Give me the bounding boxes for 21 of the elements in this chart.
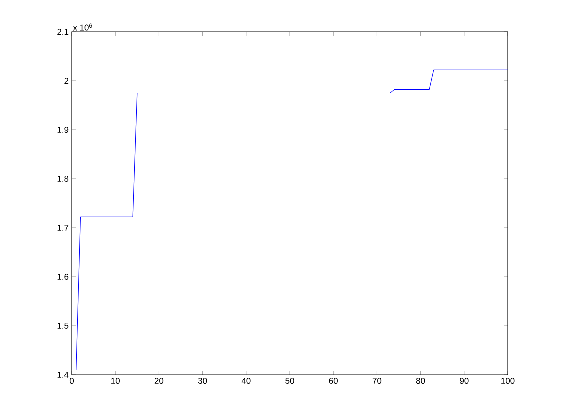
x-tick-label: 30 — [198, 378, 208, 384]
x-tick-label: 50 — [286, 378, 294, 384]
y-tick-label: 1.5 — [58, 323, 69, 329]
y-tick-label: 2.1 — [58, 29, 69, 35]
y-tick-label: 1.8 — [58, 176, 69, 182]
x-tick-label: 90 — [460, 378, 469, 384]
x-tick-label: 40 — [242, 378, 251, 384]
x-tick-label: 0 — [70, 378, 74, 384]
x-tick-label: 70 — [372, 378, 382, 384]
y-tick-label: 1.7 — [58, 225, 69, 231]
line-series — [76, 70, 508, 370]
x-tick-label: 20 — [154, 378, 164, 384]
text: x 10$^{6}$ — [73, 24, 92, 31]
y-tick-label: 1.9 — [58, 127, 69, 133]
y-tick-label: 1.6 — [58, 274, 69, 280]
x-tick-label: 10 — [112, 378, 120, 384]
x-tick-label: 80 — [416, 378, 426, 384]
y-tick-label: 2 — [64, 78, 69, 84]
x-tick-label: 100 — [502, 378, 515, 384]
y-tick-label: 1.4 — [58, 372, 69, 378]
x-tick-label: 60 — [329, 378, 338, 384]
